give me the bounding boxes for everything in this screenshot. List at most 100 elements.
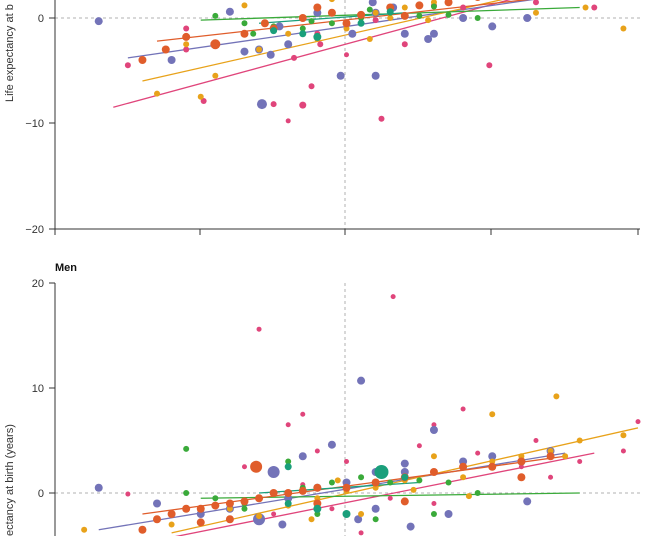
data-point: [328, 20, 335, 27]
data-point: [533, 438, 539, 443]
data-point: [475, 0, 481, 1]
data-point: [582, 4, 589, 11]
data-point: [553, 393, 560, 400]
data-point: [488, 22, 497, 31]
data-point: [371, 504, 380, 513]
data-point: [168, 521, 175, 528]
data-point: [620, 25, 627, 32]
data-point: [410, 486, 417, 493]
data-point: [270, 27, 278, 35]
data-point: [125, 491, 131, 497]
data-point: [366, 6, 373, 13]
data-point: [154, 90, 161, 97]
data-point: [465, 493, 472, 500]
data-point: [430, 511, 437, 517]
y-tick-label: −20: [25, 224, 44, 236]
data-point: [547, 448, 554, 454]
data-point: [430, 3, 437, 10]
data-layer: [81, 294, 641, 536]
data-point: [124, 62, 131, 69]
data-point: [342, 510, 351, 518]
data-point: [424, 35, 433, 43]
data-point: [329, 0, 335, 3]
data-point: [372, 9, 379, 16]
trend-line: [113, 0, 512, 108]
data-point: [94, 483, 103, 492]
data-point: [425, 17, 432, 24]
data-point: [256, 513, 263, 520]
data-point: [153, 499, 162, 508]
data-point: [390, 294, 396, 300]
data-point: [299, 101, 307, 109]
data-point: [313, 32, 322, 41]
data-point: [211, 501, 220, 510]
data-point: [357, 10, 366, 19]
y-axis-label: Life expectancy at b: [4, 4, 16, 102]
data-point: [366, 36, 373, 42]
data-point: [240, 29, 249, 38]
data-point: [475, 450, 481, 456]
data-point: [291, 54, 298, 61]
data-point: [342, 483, 351, 492]
data-point: [460, 474, 467, 481]
y-ticks: 20 10 0: [32, 278, 55, 500]
data-point: [285, 30, 292, 37]
data-point: [518, 453, 525, 460]
panel-men: Men 20 10 0 ectancy at birth (years): [4, 262, 641, 536]
data-point: [299, 30, 307, 38]
data-point: [266, 50, 275, 59]
data-point: [327, 440, 336, 449]
data-point: [635, 419, 641, 425]
data-point: [357, 376, 366, 385]
data-point: [256, 326, 262, 332]
data-point: [167, 56, 176, 64]
data-point: [518, 464, 524, 470]
data-point: [444, 0, 453, 7]
data-point: [431, 501, 437, 506]
data-point: [313, 504, 322, 513]
data-point: [459, 462, 468, 471]
data-point: [260, 19, 269, 28]
data-point: [314, 495, 321, 502]
data-point: [138, 56, 147, 64]
data-point: [183, 445, 190, 452]
data-point: [400, 11, 409, 20]
trend-line: [259, 481, 420, 494]
panel-women: 0 −10 −20 Life expectancy at b: [4, 0, 640, 236]
data-point: [372, 17, 379, 24]
data-point: [183, 25, 190, 32]
data-point: [313, 3, 322, 12]
data-point: [182, 504, 191, 513]
data-point: [285, 458, 292, 465]
data-point: [354, 515, 363, 524]
data-point: [488, 462, 497, 471]
data-point: [284, 489, 293, 497]
data-point: [416, 477, 423, 484]
data-point: [329, 506, 335, 512]
data-point: [368, 0, 377, 7]
data-point: [548, 474, 554, 480]
trend-line: [259, 12, 405, 24]
data-point: [400, 459, 409, 468]
data-point: [271, 511, 277, 517]
data-point: [212, 12, 219, 19]
data-point: [196, 504, 205, 513]
data-point: [253, 513, 266, 526]
data-point: [183, 490, 190, 496]
data-point: [317, 41, 324, 48]
data-point: [460, 4, 467, 11]
data-point: [267, 466, 280, 478]
data-point: [378, 115, 385, 122]
data-point: [401, 4, 408, 11]
data-point: [196, 518, 205, 527]
data-point: [256, 99, 267, 110]
data-point: [256, 46, 263, 53]
data-point: [486, 62, 493, 69]
data-point: [226, 505, 233, 512]
data-point: [153, 515, 162, 524]
data-point: [284, 40, 293, 49]
data-point: [200, 97, 207, 104]
data-point: [344, 52, 349, 58]
data-point: [298, 14, 307, 22]
data-point: [591, 4, 598, 11]
